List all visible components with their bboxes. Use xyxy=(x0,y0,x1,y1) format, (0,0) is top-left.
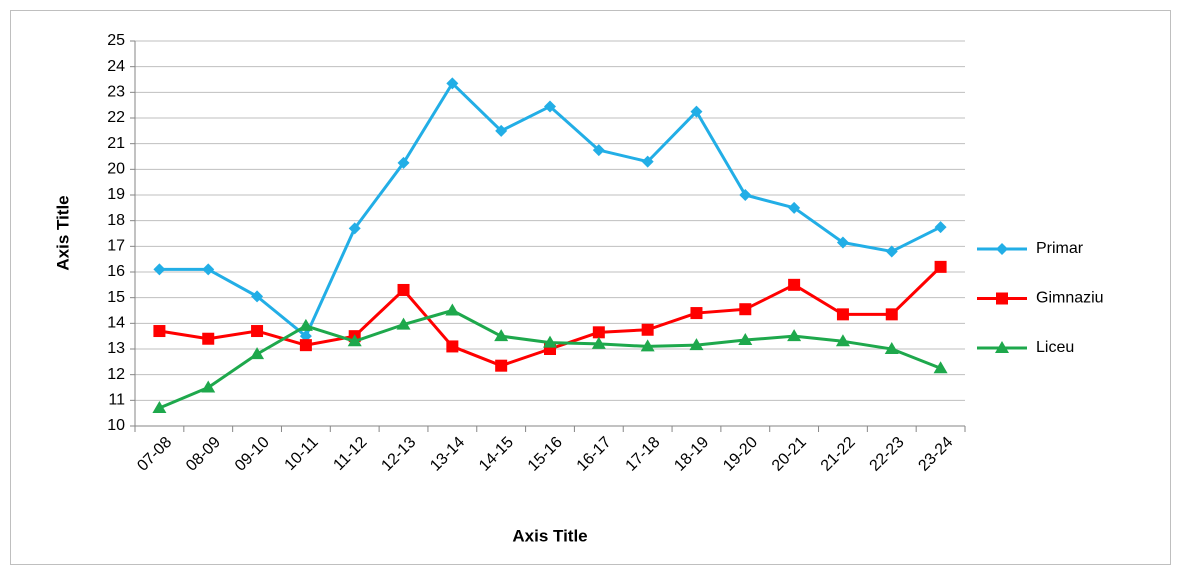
point-marker xyxy=(495,124,508,137)
point-marker xyxy=(153,325,166,338)
point-marker xyxy=(592,326,605,339)
point-marker xyxy=(396,317,411,330)
point-marker xyxy=(348,222,361,235)
point-marker xyxy=(884,342,899,354)
point-marker xyxy=(690,105,703,118)
legend-label: Primar xyxy=(1036,240,1084,257)
point-marker xyxy=(299,339,312,352)
point-marker xyxy=(152,401,167,414)
point-marker xyxy=(836,236,849,249)
point-marker xyxy=(446,77,459,90)
point-marker xyxy=(592,144,605,157)
y-tick-label: 12 xyxy=(107,366,125,383)
point-marker xyxy=(836,308,849,321)
y-axis-title: Axis Title xyxy=(53,195,72,270)
point-marker xyxy=(788,201,801,214)
y-tick-label: 18 xyxy=(107,212,125,229)
point-marker xyxy=(641,323,654,336)
point-marker xyxy=(885,245,898,258)
point-marker xyxy=(494,329,509,342)
point-marker xyxy=(544,100,556,113)
legend-marker xyxy=(995,341,1009,353)
y-tick-label: 25 xyxy=(107,32,125,49)
point-marker xyxy=(934,260,947,273)
legend-label: Liceu xyxy=(1036,339,1074,356)
point-marker xyxy=(835,334,850,347)
legend-marker xyxy=(996,292,1008,305)
point-marker xyxy=(250,347,265,360)
point-marker xyxy=(738,333,753,346)
y-tick-label: 13 xyxy=(107,340,125,357)
point-marker xyxy=(202,332,215,345)
point-marker xyxy=(689,338,704,351)
x-axis-title: Axis Title xyxy=(512,526,587,545)
point-marker xyxy=(543,335,557,348)
chart-border xyxy=(10,10,1171,565)
point-marker xyxy=(202,263,215,276)
point-marker xyxy=(251,290,264,303)
point-marker xyxy=(690,307,703,320)
y-tick-label: 17 xyxy=(107,238,125,255)
y-tick-label: 21 xyxy=(107,135,125,152)
point-marker xyxy=(446,340,459,353)
point-marker xyxy=(397,283,410,296)
point-marker xyxy=(933,361,948,374)
y-tick-label: 23 xyxy=(107,84,125,101)
y-tick-label: 19 xyxy=(107,186,125,203)
point-marker xyxy=(739,303,752,316)
point-marker xyxy=(591,336,606,349)
legend-marker xyxy=(996,243,1008,255)
point-marker xyxy=(347,334,362,347)
point-marker xyxy=(885,308,898,321)
y-tick-label: 24 xyxy=(107,58,125,75)
y-tick-label: 14 xyxy=(107,315,125,332)
y-tick-label: 20 xyxy=(107,161,125,178)
point-marker xyxy=(934,221,947,234)
point-marker xyxy=(298,318,313,331)
point-marker xyxy=(251,325,264,338)
legend-label: Gimnaziu xyxy=(1036,290,1104,307)
point-marker xyxy=(787,329,802,342)
y-tick-label: 10 xyxy=(107,417,125,434)
point-marker xyxy=(640,339,655,352)
point-marker xyxy=(201,380,216,393)
point-marker xyxy=(739,189,752,201)
y-tick-label: 22 xyxy=(107,109,125,126)
point-marker xyxy=(397,156,410,169)
point-marker xyxy=(641,155,654,168)
point-marker xyxy=(445,303,460,316)
point-marker xyxy=(495,359,508,372)
y-tick-label: 11 xyxy=(108,392,125,409)
point-marker xyxy=(788,278,801,291)
point-marker xyxy=(153,263,166,276)
y-tick-label: 15 xyxy=(107,289,125,306)
y-tick-label: 16 xyxy=(107,263,125,280)
